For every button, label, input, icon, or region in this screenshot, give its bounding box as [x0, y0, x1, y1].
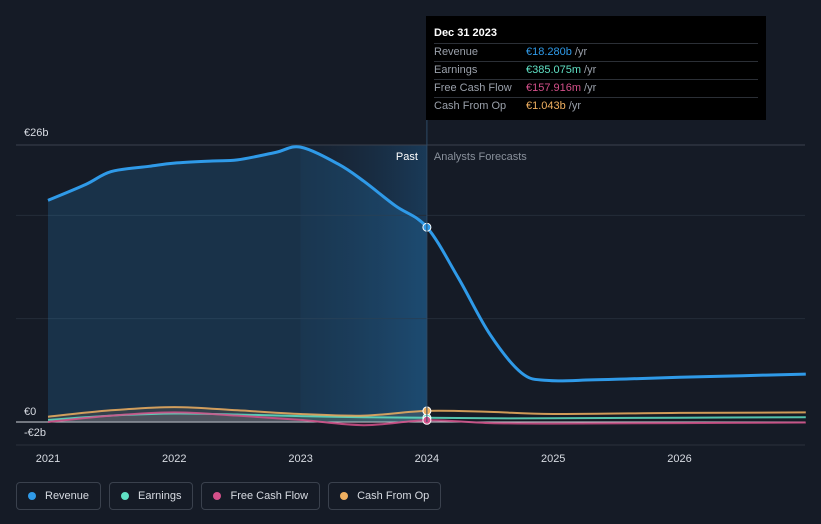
- tooltip-row-label: Earnings: [434, 64, 478, 76]
- legend-label: Cash From Op: [357, 490, 430, 502]
- legend-label: Free Cash Flow: [230, 490, 309, 502]
- legend-item-free-cash-flow[interactable]: Free Cash Flow: [201, 482, 321, 510]
- tooltip: Dec 31 2023 Revenue €18.280b/yr Earnings €3…: [426, 16, 766, 120]
- free-cash-flow-area: [48, 412, 427, 426]
- tooltip-row-value: €157.916m: [526, 82, 582, 94]
- tooltip-row: Free Cash Flow €157.916m/yr: [434, 79, 758, 97]
- tooltip-row-unit: /yr: [584, 64, 597, 76]
- legend-dot-icon: [340, 492, 349, 500]
- legend-item-cash-from-op[interactable]: Cash From Op: [328, 482, 442, 510]
- tooltip-row-value: €1.043b: [526, 100, 566, 112]
- tooltip-row-value: €385.075m: [526, 64, 582, 76]
- forecast-label: Analysts Forecasts: [434, 151, 527, 163]
- tooltip-row: Revenue €18.280b/yr: [434, 43, 758, 61]
- legend-item-revenue[interactable]: Revenue: [16, 482, 102, 510]
- x-tick-label: 2025: [541, 453, 565, 465]
- tooltip-row-value: €18.280b: [526, 46, 572, 58]
- x-tick-label: 2026: [667, 453, 691, 465]
- tooltip-date: Dec 31 2023: [434, 27, 497, 39]
- tooltip-row-label: Free Cash Flow: [434, 82, 512, 94]
- legend-dot-icon: [213, 492, 222, 500]
- tooltip-row-unit: /yr: [574, 46, 588, 58]
- legend-item-earnings[interactable]: Earnings: [109, 482, 194, 510]
- past-label: Past: [396, 151, 418, 163]
- tooltip-row-label: Revenue: [434, 46, 479, 58]
- x-tick-label: 2022: [162, 453, 186, 465]
- legend-label: Earnings: [138, 490, 182, 502]
- tooltip-row-unit: /yr: [584, 82, 597, 94]
- x-tick-label: 2023: [288, 453, 312, 465]
- earnings-line: [47, 412, 806, 421]
- free-cash-flow-line: [47, 411, 806, 427]
- revenue-area: [48, 146, 427, 422]
- y-tick-label: €26b: [24, 127, 48, 139]
- past-region-shade: [300, 145, 427, 422]
- legend-dot-icon: [28, 492, 36, 500]
- earnings-area: [48, 413, 427, 422]
- y-tick-label: -€2b: [24, 427, 46, 439]
- y-tick-label: €0: [24, 406, 36, 418]
- x-tick-label: 2024: [415, 453, 439, 465]
- x-tick-label: 2021: [36, 453, 60, 465]
- tooltip-row-unit: /yr: [568, 100, 581, 112]
- tooltip-row: Cash From Op €1.043b/yr: [434, 97, 758, 115]
- tooltip-row-label: Cash From Op: [434, 100, 507, 112]
- cash-from-op-line: [47, 406, 806, 418]
- legend-label: Revenue: [45, 490, 90, 502]
- legend: Revenue Earnings Free Cash Flow Cash From O…: [16, 482, 442, 512]
- tooltip-row: Earnings €385.075m/yr: [434, 61, 758, 79]
- legend-dot-icon: [121, 492, 130, 500]
- revenue-line: [47, 145, 806, 383]
